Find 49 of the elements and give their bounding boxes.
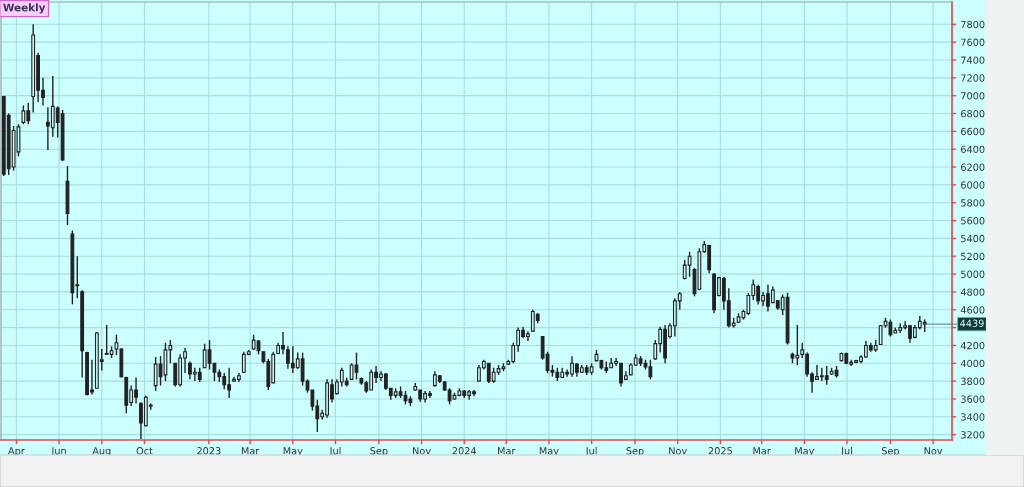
x-tick-label: Mar <box>241 447 260 455</box>
y-tick-label: 6400 <box>961 145 985 154</box>
y-tick-label: 5800 <box>961 199 985 207</box>
x-tick-label: 2025 <box>708 447 732 455</box>
x-tick-label: Mar <box>498 447 516 455</box>
candlestick <box>21 104 26 125</box>
y-tick-label: 4000 <box>960 359 985 368</box>
y-tick-label: 6800 <box>961 109 985 118</box>
y-tick-label: 5000 <box>961 270 985 278</box>
x-tick-label: May <box>795 447 815 457</box>
x-tick-label: Oct <box>136 447 153 455</box>
candlestick <box>824 365 829 386</box>
y-tick-label: 7400 <box>961 56 985 64</box>
y-tick-label: 4200 <box>960 341 985 350</box>
x-tick-label: Jul <box>585 446 597 457</box>
annotation: 4439 <box>960 319 984 327</box>
chart-title: Weekly <box>3 3 46 14</box>
y-tick-label: 6000 <box>961 181 985 189</box>
x-tick-label: Nov <box>669 447 687 455</box>
y-tick-label: 3800 <box>961 377 985 385</box>
x-tick-label: Sep <box>370 447 388 457</box>
y-tick-label: 5600 <box>961 217 985 225</box>
x-tick-label: Nov <box>924 447 943 455</box>
y-tick-label: 6200 <box>961 163 985 171</box>
x-tick-label: Aug <box>92 447 111 457</box>
x-tick-label: Apr <box>8 447 25 457</box>
x-tick-label: Sep <box>881 447 900 457</box>
x-tick-label: May <box>283 447 303 457</box>
candlestick <box>207 339 212 371</box>
y-tick-label: 6600 <box>961 127 985 136</box>
y-tick-label: 3400 <box>961 413 985 421</box>
y-tick-label: 7000 <box>961 92 985 100</box>
y-tick-label: 4800 <box>960 288 985 296</box>
candlestick <box>354 351 359 381</box>
y-tick-label: 4600 <box>960 306 985 314</box>
y-tick-label: 7200 <box>961 74 985 82</box>
y-tick-label: 7600 <box>961 38 985 46</box>
candlestick <box>687 251 692 278</box>
y-tick-label: 3600 <box>961 395 985 403</box>
x-tick-label: Sep <box>626 447 644 457</box>
y-tick-label: 7800 <box>961 20 985 29</box>
x-tick-label: May <box>539 447 559 457</box>
y-tick-label: 3200 <box>961 431 985 439</box>
y-tick-label: 5400 <box>961 234 985 243</box>
x-tick-label: Nov <box>413 447 431 455</box>
y-tick-label: 5200 <box>961 252 985 261</box>
x-tick-label: 2023 <box>197 447 221 455</box>
x-tick-label: 2024 <box>452 447 477 455</box>
x-tick-label: Mar <box>753 447 771 455</box>
